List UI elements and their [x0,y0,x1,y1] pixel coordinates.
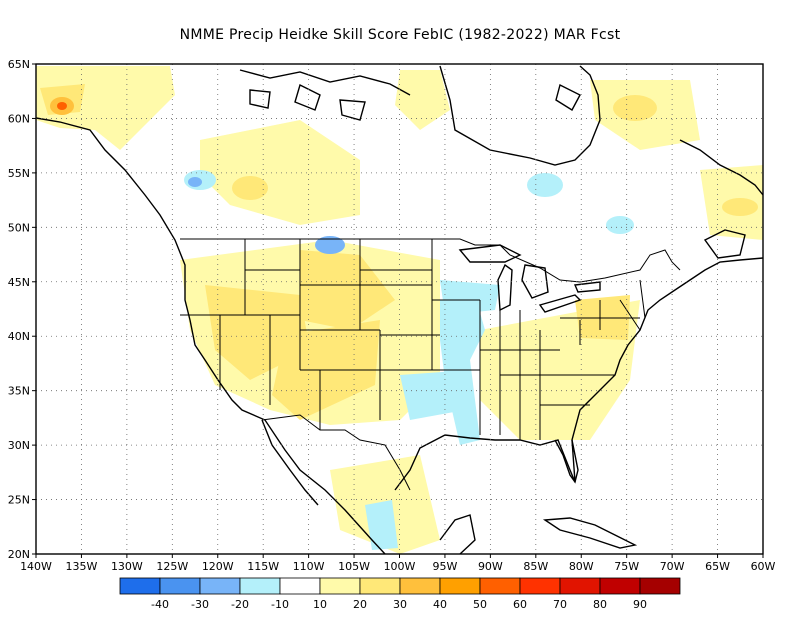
y-tick-label: 65N [8,58,30,71]
shade-ontario-blue [527,173,563,197]
shading-layer [36,66,763,554]
lake-huron [521,264,549,299]
x-tick-label: 115W [247,560,279,573]
colorbar-swatch [599,577,641,595]
cuba [542,517,638,549]
labrador-coast [679,139,763,196]
us-mexico-border [261,414,411,491]
baja-coastline [261,419,319,506]
y-tick-label: 45N [8,276,30,289]
us-canada-border [180,238,681,283]
y-tick-label: 20N [8,548,30,561]
colorbar-label: -30 [191,598,209,611]
colorbar-swatch [479,577,521,595]
y-tick-label: 30N [8,439,30,452]
shade-bc [200,120,360,225]
y-tick-label: 25N [8,494,30,507]
colorbar-swatch [359,577,401,595]
lat-lon-grid [36,64,763,554]
colorbar-swatch [639,577,681,595]
x-tick-label: 125W [156,560,188,573]
x-tick-label: 60W [751,560,776,573]
colorbar-swatch [439,577,481,595]
y-tick-labels: 20N 25N 30N 35N 40N 45N 50N 55N 60N 65N [8,58,36,561]
x-tick-label: 85W [523,560,548,573]
arctic-shoreline [239,69,411,96]
x-tick-label: 130W [111,560,143,573]
colorbar-swatch [279,577,321,595]
boundary-layer [180,238,681,491]
x-tick-label: 100W [384,560,416,573]
coastline-layer [36,65,763,554]
colorbar [119,577,681,595]
lake-michigan [497,263,513,312]
colorbar-swatch [519,577,561,595]
y-tick-label: 60N [8,112,30,125]
x-tick-label: 70W [660,560,685,573]
colorbar-label: -40 [151,598,169,611]
x-tick-label: 95W [433,560,458,573]
y-tick-label: 50N [8,221,30,234]
colorbar-swatch [239,577,281,595]
florida [554,439,579,484]
shade-montana [315,236,345,254]
shade-hudson [395,70,450,130]
map-title: NMME Precip Heidke Skill Score FebIC (19… [179,27,621,43]
hudson-bay [439,65,601,166]
colorbar-label: 50 [473,598,487,611]
shade-baja [365,500,398,550]
colorbar-label: 60 [513,598,527,611]
yucatan [439,514,476,554]
x-tick-labels: 140W 135W 130W 125W 120W 115W 110W 105W 100W 95W 9… [20,554,776,573]
x-tick-label: 105W [338,560,370,573]
x-tick-label: 90W [478,560,503,573]
x-tick-label: 80W [569,560,594,573]
colorbar-labels: -40 -30 -20 -10 10 20 30 40 50 60 70 80 90 [151,598,647,611]
lake-ontario [573,281,601,293]
colorbar-swatch [559,577,601,595]
colorbar-label: 80 [593,598,607,611]
y-tick-label: 35N [8,385,30,398]
colorbar-label: 20 [353,598,367,611]
colorbar-label: 10 [313,598,327,611]
state-lines [180,239,646,440]
colorbar-swatch [159,577,201,595]
pacific-coastline [36,117,386,554]
lake-superior [458,244,522,263]
colorbar-swatch [199,577,241,595]
colorbar-swatch [119,577,161,595]
x-tick-label: 120W [202,560,234,573]
shade-great-lakes [440,280,500,315]
colorbar-swatch [319,577,361,595]
colorbar-label: -20 [231,598,249,611]
x-tick-label: 140W [20,560,52,573]
gulf-east-coastline [394,257,763,491]
newfoundland [703,229,746,259]
shade-south-plains [400,370,470,420]
x-tick-label: 135W [66,560,98,573]
x-tick-label: 110W [293,560,325,573]
y-tick-label: 55N [8,167,30,180]
colorbar-swatch [399,577,441,595]
lake-erie [538,294,582,313]
colorbar-label: 70 [553,598,567,611]
colorbar-label: 30 [393,598,407,611]
x-tick-label: 65W [705,560,730,573]
y-tick-label: 40N [8,330,30,343]
colorbar-label: 40 [433,598,447,611]
colorbar-label: -10 [271,598,289,611]
x-tick-label: 75W [614,560,639,573]
colorbar-label: 90 [633,598,647,611]
